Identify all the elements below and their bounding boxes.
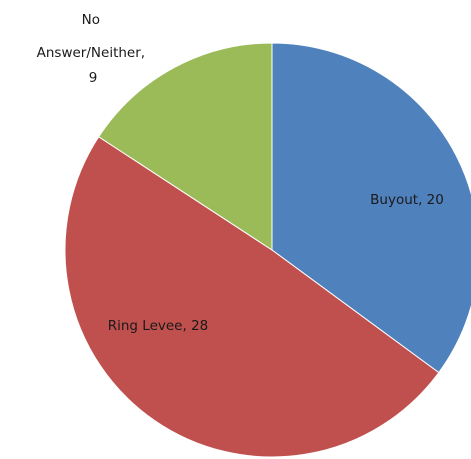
slice-label-ring-levee: Ring Levee, 28	[108, 318, 209, 334]
slice-label-no-answer-neither: No Answer/Neither, 9	[37, 12, 150, 86]
pie-slice-no-answer-neither	[98, 42, 273, 251]
pie-slices	[64, 42, 471, 458]
pie-slice-ring-levee	[64, 136, 440, 458]
slice-label-buyout: Buyout, 20	[370, 192, 444, 208]
pie-labels: Buyout, 20 Ring Levee, 28 No Answer/Neit…	[37, 12, 444, 334]
pie-slice-buyout	[271, 42, 471, 374]
